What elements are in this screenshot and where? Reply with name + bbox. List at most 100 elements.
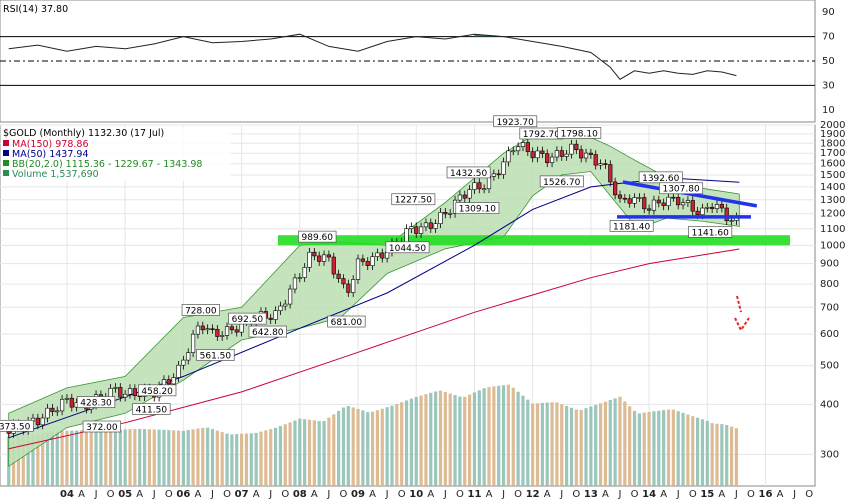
candle-body	[220, 335, 225, 337]
volume-bar	[317, 421, 321, 486]
candle-body	[423, 222, 429, 228]
candle-body	[516, 146, 521, 152]
candle-body	[646, 208, 652, 211]
annotation-box	[455, 202, 500, 214]
volume-bar	[162, 429, 166, 486]
volume-bar	[254, 432, 258, 486]
candle-body	[317, 255, 322, 262]
rsi-title: RSI(14) 37.80	[3, 4, 68, 15]
candle-body	[438, 212, 443, 224]
candle-body	[477, 182, 482, 190]
volume-bar	[244, 433, 249, 486]
annotation-label: 458.20	[141, 387, 173, 397]
x-tick-label: A	[660, 489, 667, 500]
volume-bar	[191, 429, 195, 486]
volume-bar	[346, 406, 350, 486]
candle-body	[268, 317, 273, 320]
price-y-tick-label: 1000	[820, 240, 845, 251]
x-tick-label: O	[689, 489, 697, 500]
x-tick-label: 05	[118, 489, 132, 500]
x-tick-label: O	[165, 489, 173, 500]
candle-body	[695, 210, 700, 216]
annotation-box	[688, 225, 733, 238]
candle-body	[632, 197, 637, 204]
volume-bar	[337, 410, 341, 486]
volume-bar	[390, 405, 394, 486]
x-tick-label: A	[136, 489, 143, 500]
ma150-line	[8, 248, 740, 450]
candle-body	[365, 261, 370, 266]
x-tick-label: 11	[467, 489, 481, 500]
candle-body	[520, 142, 526, 148]
candle-body	[307, 251, 312, 268]
candle-body	[685, 200, 690, 203]
volume-bar	[696, 417, 700, 486]
candle-body	[457, 194, 462, 201]
candle-body	[671, 196, 676, 199]
candle-body	[462, 194, 467, 199]
annotation-box	[385, 241, 430, 254]
volume-bar	[720, 424, 724, 486]
x-tick-label: A	[777, 489, 784, 500]
volume-bar	[79, 430, 84, 486]
volume-bar	[172, 430, 176, 486]
volume-bar	[642, 412, 646, 486]
volume-bars	[7, 384, 739, 486]
volume-bar	[521, 395, 525, 486]
rsi-y-tick-label: 70	[822, 32, 835, 43]
candle-body	[545, 153, 550, 164]
volume-bar	[307, 419, 312, 486]
candle-body	[690, 200, 695, 212]
candle-body	[171, 377, 176, 385]
volume-bar	[608, 399, 612, 486]
candle-body	[666, 196, 671, 207]
volume-bar	[419, 395, 423, 486]
volume-bar	[84, 430, 88, 486]
annotation-box	[446, 166, 491, 179]
annotation-box	[138, 384, 177, 397]
price-y-tick-label: 1700	[820, 148, 845, 159]
volume-bar	[497, 385, 501, 486]
annotation-label: 728.00	[185, 306, 217, 316]
volume-bar	[657, 410, 661, 486]
volume-bar	[589, 406, 593, 486]
candle-body	[312, 251, 317, 257]
volume-bar	[511, 387, 515, 486]
price-panel: 1923.70 1792.70 1798.10 1526.70 1432.50 1309.…	[0, 115, 845, 500]
candle-body	[297, 277, 302, 279]
annotation-box	[391, 193, 436, 206]
candle-body	[472, 182, 477, 190]
rsi-panel: RSI(14) 37.80 90 70 50 30 10	[0, 0, 835, 123]
candle-body	[404, 228, 409, 243]
annotation-box	[82, 420, 122, 433]
annotation-label: 642.80	[252, 328, 284, 338]
volume-bar	[186, 430, 190, 486]
volume-bar	[269, 429, 273, 486]
x-tick-label: A	[369, 489, 376, 500]
candle-body	[613, 181, 618, 196]
candle-body	[64, 397, 70, 400]
legend-box	[1, 127, 231, 181]
candle-body	[409, 226, 414, 229]
volume-bar	[41, 433, 45, 486]
candle-body	[569, 143, 574, 155]
price-y-tick-label: 300	[820, 449, 839, 460]
candle-body	[215, 328, 220, 337]
volume-bar	[506, 384, 511, 486]
candle-body	[35, 417, 40, 426]
volume-bar	[472, 392, 477, 486]
x-tick-label: 13	[584, 489, 598, 500]
candle-body	[574, 143, 579, 151]
candle-body	[375, 252, 380, 257]
volume-bar	[70, 430, 74, 486]
candle-body	[341, 278, 346, 285]
legend-label: BB(20,2.0) 1115.36 - 1229.67 - 1343.98	[12, 159, 202, 170]
x-tick-label: A	[718, 489, 725, 500]
x-tick-label: A	[427, 489, 434, 500]
x-tick-label: J	[734, 489, 738, 500]
candle-body	[622, 197, 627, 200]
annotation-label: 1792.70	[523, 130, 560, 140]
candle-body	[123, 393, 128, 398]
price-y-tick-label: 2000	[820, 120, 845, 131]
x-tick-label: 04	[60, 489, 74, 500]
